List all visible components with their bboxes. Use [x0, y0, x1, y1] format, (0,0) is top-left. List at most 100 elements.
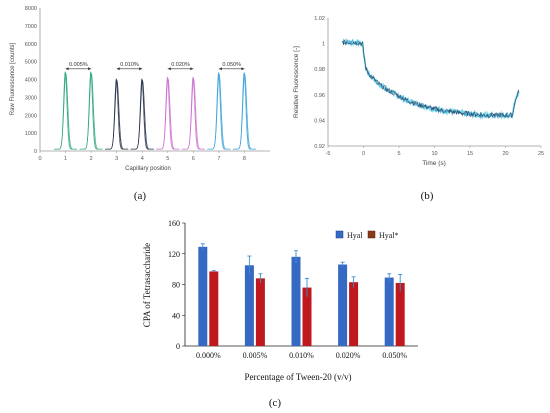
x-tick-label: 5: [166, 156, 169, 162]
legend-swatch-hyal: [335, 230, 344, 239]
panel-c-y-ticks: 0 40 80 120 160: [168, 219, 185, 351]
panel-b-y-ticks: 0.92 0.94 0.96 0.98 1 1.02: [314, 16, 325, 150]
x-tick-label: 25: [538, 151, 544, 157]
peak-trace: [156, 77, 180, 150]
y-tick-label: 80: [172, 281, 180, 290]
annotation-label: 0.050%: [222, 62, 241, 68]
x-tick-label: 3: [115, 156, 118, 162]
panel-b-chart: 0.92 0.94 0.96 0.98 1 1.02 -5 0 5 10 15 20 25 Relat…: [293, 16, 544, 202]
peak-trace: [54, 72, 78, 150]
annotation-arrowhead: [218, 67, 245, 71]
y-tick-label: 0: [34, 149, 37, 155]
annotation-arrowhead: [65, 67, 92, 71]
bar-hyal: [338, 264, 348, 346]
peak-trace: [54, 71, 78, 150]
x-tick-label: 0: [362, 151, 365, 157]
panel-a-annotations: 0.005% 0.010% 0.020% 0.050%: [65, 62, 245, 71]
x-tick-label: 0.020%: [336, 351, 361, 360]
bar-hyal-star: [209, 271, 219, 346]
x-tick-label: 2: [90, 156, 93, 162]
bar-hyal: [244, 265, 254, 346]
y-tick-label: 1.02: [314, 16, 325, 22]
panel-c-legend: Hyal Hyal*: [335, 230, 399, 240]
annotation-label: 0.005%: [69, 62, 88, 68]
panel-a-caption: (a): [134, 190, 147, 202]
peak-trace: [181, 76, 205, 150]
peak-trace: [181, 77, 205, 150]
y-tick-label: 5000: [25, 60, 37, 66]
panel-a-x-label: Capillary position: [125, 166, 171, 172]
bar-hyal: [384, 277, 394, 346]
peak-trace: [232, 73, 256, 150]
y-tick-label: 160: [168, 219, 180, 228]
x-tick-label: 0.005%: [243, 351, 268, 360]
x-tick-label: 0.000%: [196, 351, 221, 360]
bar-hyal-star: [255, 278, 265, 346]
peak-trace: [232, 72, 256, 150]
panel-b-caption: (b): [421, 190, 434, 202]
x-tick-label: 0.010%: [289, 351, 314, 360]
panel-a-y-ticks: 0 1000 2000 3000 4000 5000 6000 7000 8000: [25, 6, 37, 155]
peak-trace: [54, 73, 78, 150]
peak-trace: [130, 78, 154, 150]
panel-a-y-label: Raw Fluorescence [counts]: [10, 42, 16, 115]
x-tick-label: 0: [38, 156, 41, 162]
y-tick-label: 2000: [25, 113, 37, 119]
panel-a-x-ticks: 0 1 2 3 4 5 6 7 8: [38, 151, 246, 162]
y-tick-label: 1000: [25, 131, 37, 137]
legend-swatch-hyal-star: [367, 230, 376, 239]
peak-trace: [79, 71, 103, 150]
peak-trace: [79, 72, 103, 150]
x-tick-label: 5: [397, 151, 400, 157]
annotation-arrowhead: [116, 67, 143, 71]
peak-trace: [130, 79, 154, 150]
y-tick-label: 3000: [25, 95, 37, 101]
y-tick-label: 7000: [25, 24, 37, 30]
panel-c-axes: [184, 223, 418, 347]
panel-b-x-label: Time (s): [422, 160, 446, 167]
peak-trace: [105, 79, 129, 150]
x-tick-label: 1: [64, 156, 67, 162]
peak-trace: [130, 79, 154, 150]
bar-hyal: [198, 246, 208, 346]
legend-label-hyal-star: Hyal*: [379, 231, 399, 240]
x-tick-label: 7: [217, 156, 220, 162]
bar-hyal-star: [302, 287, 312, 346]
x-tick-label: 20: [502, 151, 508, 157]
panel-b-series: [341, 37, 520, 121]
peak-trace: [79, 73, 103, 150]
peak-trace: [156, 76, 180, 150]
peak-trace: [181, 77, 205, 150]
x-tick-label: 15: [467, 151, 473, 157]
x-tick-label: 10: [431, 151, 437, 157]
panel-a-axes: [39, 8, 270, 152]
y-tick-label: 8000: [25, 6, 37, 12]
x-tick-label: 4: [141, 156, 144, 162]
panel-c-caption: (c): [269, 397, 282, 409]
x-tick-label: 8: [243, 156, 246, 162]
y-tick-label: 0.98: [314, 67, 325, 73]
annotation-arrowhead: [167, 67, 194, 71]
y-tick-label: 40: [172, 311, 180, 320]
panel-c-bars: [198, 243, 405, 346]
y-tick-label: 0.94: [314, 118, 325, 124]
y-tick-label: 1: [322, 42, 325, 48]
y-tick-label: 0.92: [314, 144, 325, 150]
panel-b-axes: [327, 18, 541, 147]
x-tick-label: 0.050%: [382, 351, 407, 360]
annotation-label: 0.020%: [171, 62, 190, 68]
y-tick-label: 120: [168, 250, 180, 259]
peak-trace: [207, 73, 231, 150]
panel-a-peaks: [54, 71, 256, 150]
panel-c-x-label: Percentage of Tween-20 (v/v): [245, 372, 352, 382]
y-tick-label: 0: [176, 342, 180, 351]
peak-trace: [232, 73, 256, 150]
panel-c-chart: 0 40 80 120 160 0.000% 0.005% 0.010% 0.020% 0.05…: [142, 219, 418, 409]
y-tick-label: 4000: [25, 78, 37, 84]
bar-hyal-star: [349, 282, 359, 346]
peak-trace: [156, 77, 180, 150]
fluorescence-trace: [341, 38, 520, 120]
bar-hyal: [291, 256, 301, 346]
y-tick-label: 0.96: [314, 93, 325, 99]
